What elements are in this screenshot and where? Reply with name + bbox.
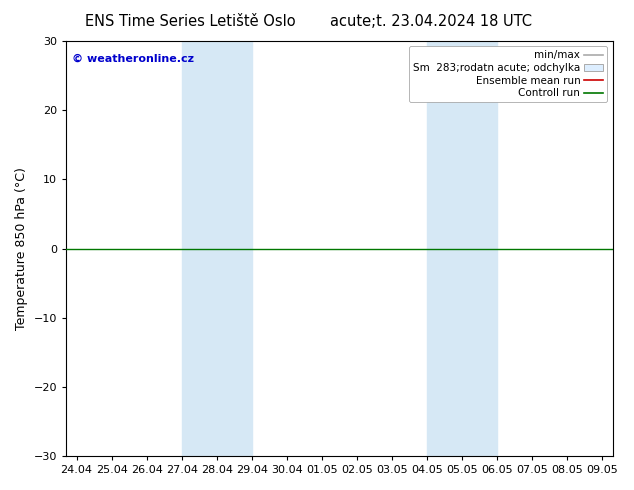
Text: acute;t. 23.04.2024 18 UTC: acute;t. 23.04.2024 18 UTC bbox=[330, 14, 532, 29]
Text: ENS Time Series Letiště Oslo: ENS Time Series Letiště Oslo bbox=[85, 14, 295, 29]
Bar bbox=[182, 41, 252, 456]
Bar bbox=[427, 41, 497, 456]
Legend: min/max, Sm  283;rodatn acute; odchylka, Ensemble mean run, Controll run: min/max, Sm 283;rodatn acute; odchylka, … bbox=[409, 46, 607, 102]
Text: © weatheronline.cz: © weatheronline.cz bbox=[72, 53, 193, 64]
Y-axis label: Temperature 850 hPa (°C): Temperature 850 hPa (°C) bbox=[15, 167, 28, 330]
